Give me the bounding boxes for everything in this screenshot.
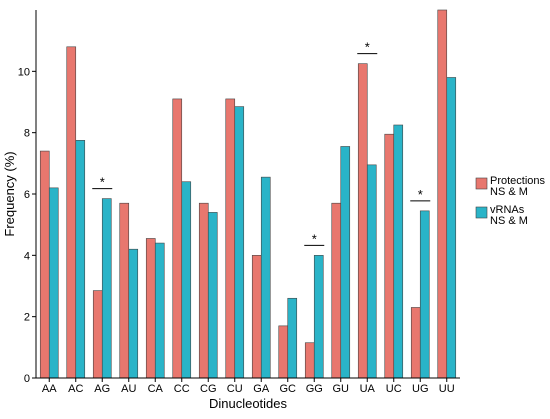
bar-gc-vrnas xyxy=(287,297,298,379)
x-ticks: AA AC AG AU CA CC CG CU GA GC GG GU UA UC UG UU xyxy=(42,378,455,395)
legend: Protections NS & M vRNAs NS & M xyxy=(475,175,546,227)
legend-swatch-protections xyxy=(475,177,488,190)
y-tick-label-8: 8 xyxy=(24,128,30,140)
x-tick-label-aa: AA xyxy=(42,383,57,395)
bar-ga-vrnas xyxy=(260,176,271,379)
annotations-layer: * * * * xyxy=(92,40,431,246)
bar-cc-vrnas xyxy=(181,181,192,379)
x-tick-label-ag: AG xyxy=(94,383,110,395)
x-tick-label-gc: GC xyxy=(280,383,297,395)
significance-mark-ua: * xyxy=(365,40,370,55)
y-tick-label-2: 2 xyxy=(24,312,30,324)
bar-au-vrnas xyxy=(128,248,139,379)
significance-mark-ag: * xyxy=(100,175,105,190)
bar-gu-vrnas xyxy=(340,146,351,379)
x-tick-label-ca: CA xyxy=(148,383,164,395)
x-tick-label-ua: UA xyxy=(360,383,376,395)
x-tick-label-gu: GU xyxy=(333,383,350,395)
bar-ag-vrnas xyxy=(101,198,112,379)
bar-gu-protections xyxy=(331,202,342,379)
bar-gg-vrnas xyxy=(313,255,324,379)
significance-mark-gg: * xyxy=(312,231,317,246)
bar-ac-protections xyxy=(66,46,77,379)
bar-ca-vrnas xyxy=(154,242,165,379)
bar-cg-protections xyxy=(198,202,209,379)
y-tick-label-10: 10 xyxy=(18,66,30,78)
y-ticks: 0 2 4 6 8 10 xyxy=(18,66,36,385)
x-tick-label-uu: UU xyxy=(439,383,455,395)
bar-gc-protections xyxy=(278,325,289,379)
bars-layer xyxy=(39,9,457,379)
bar-aa-vrnas xyxy=(48,187,59,379)
bar-ua-protections xyxy=(357,63,368,379)
y-tick-label-4: 4 xyxy=(24,250,30,262)
bar-uc-vrnas xyxy=(393,124,404,379)
y-tick-label-6: 6 xyxy=(24,189,30,201)
bar-ag-protections xyxy=(92,290,103,379)
bar-uu-protections xyxy=(437,9,448,379)
bar-ug-vrnas xyxy=(419,210,430,379)
bar-gg-protections xyxy=(304,342,315,379)
x-tick-label-ac: AC xyxy=(68,383,83,395)
x-tick-label-cc: CC xyxy=(174,383,190,395)
legend-sublabel-vrnas: NS & M xyxy=(490,215,528,227)
legend-label-protections: Protections xyxy=(490,175,546,187)
bar-cu-vrnas xyxy=(234,106,245,379)
x-axis-title: Dinucleotides xyxy=(209,396,288,411)
x-tick-label-cu: CU xyxy=(227,383,243,395)
y-axis-title: Frequency (%) xyxy=(2,151,17,236)
significance-mark-ug: * xyxy=(418,187,423,202)
bar-cu-protections xyxy=(225,98,236,379)
bar-uc-protections xyxy=(384,133,395,379)
bar-ug-protections xyxy=(410,307,421,379)
bar-au-protections xyxy=(119,202,130,379)
legend-label-vrnas: vRNAs xyxy=(490,204,525,216)
x-tick-label-ug: UG xyxy=(412,383,429,395)
x-tick-label-au: AU xyxy=(121,383,136,395)
legend-sublabel-protections: NS & M xyxy=(490,186,528,198)
bar-cc-protections xyxy=(172,98,183,379)
bar-ua-vrnas xyxy=(366,164,377,379)
bar-cg-vrnas xyxy=(207,212,218,379)
bar-uu-vrnas xyxy=(446,77,457,379)
x-tick-label-ga: GA xyxy=(253,383,270,395)
y-tick-label-0: 0 xyxy=(24,373,30,385)
x-tick-label-cg: CG xyxy=(200,383,217,395)
x-tick-label-uc: UC xyxy=(386,383,402,395)
bar-ca-protections xyxy=(145,238,156,379)
bar-ac-vrnas xyxy=(75,140,86,379)
bar-aa-protections xyxy=(39,150,50,379)
bar-ga-protections xyxy=(251,255,262,379)
x-tick-label-gg: GG xyxy=(306,383,323,395)
legend-swatch-vrnas xyxy=(475,206,488,219)
